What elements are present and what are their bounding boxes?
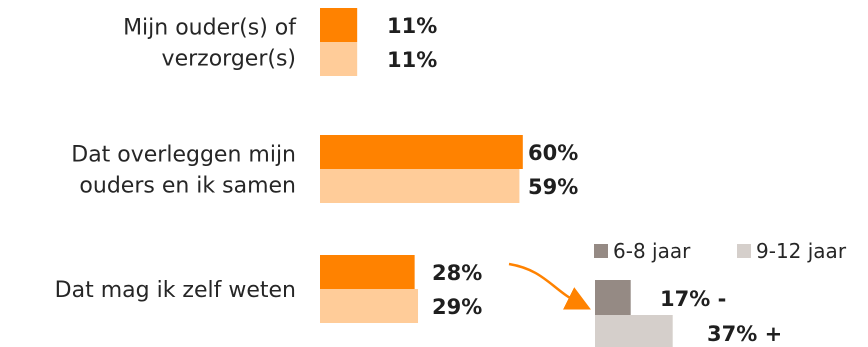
value-label-dark: 60% [528, 141, 578, 165]
category-label: Mijn ouder(s) of [123, 16, 297, 41]
age-bar [595, 315, 673, 347]
category-label: Dat mag ik zelf weten [55, 278, 296, 303]
value-label-light: 11% [387, 48, 437, 72]
bar-series-light [320, 169, 520, 203]
bar-series-dark [320, 255, 415, 289]
bar-series-dark [320, 135, 523, 169]
age-bar [595, 280, 631, 315]
category-label: Dat overleggen mijn [71, 143, 296, 168]
value-label-light: 29% [432, 295, 482, 319]
connector-arrow [508, 262, 591, 310]
category-label: verzorger(s) [162, 47, 296, 72]
legend-label: 9-12 jaar [756, 239, 847, 263]
main-chart-group: Mijn ouder(s) of verzorger(s) 11% 11% Dat ov… [55, 8, 578, 323]
legend-swatch [594, 244, 608, 258]
bar-series-light [320, 289, 419, 323]
age-value-label: 17% - [660, 287, 726, 311]
category-label: ouders en ik samen [79, 174, 296, 199]
value-label-dark: 28% [432, 261, 482, 285]
bar-series-light [320, 42, 358, 76]
bar-series-dark [320, 8, 358, 42]
legend-swatch [737, 244, 751, 258]
legend-label: 6-8 jaar [613, 239, 691, 263]
value-label-light: 59% [528, 175, 578, 199]
age-breakdown-group: 6-8 jaar 9-12 jaar 17% - 37% + [594, 239, 847, 347]
age-value-label: 37% + [707, 322, 782, 346]
value-label-dark: 11% [387, 14, 437, 38]
